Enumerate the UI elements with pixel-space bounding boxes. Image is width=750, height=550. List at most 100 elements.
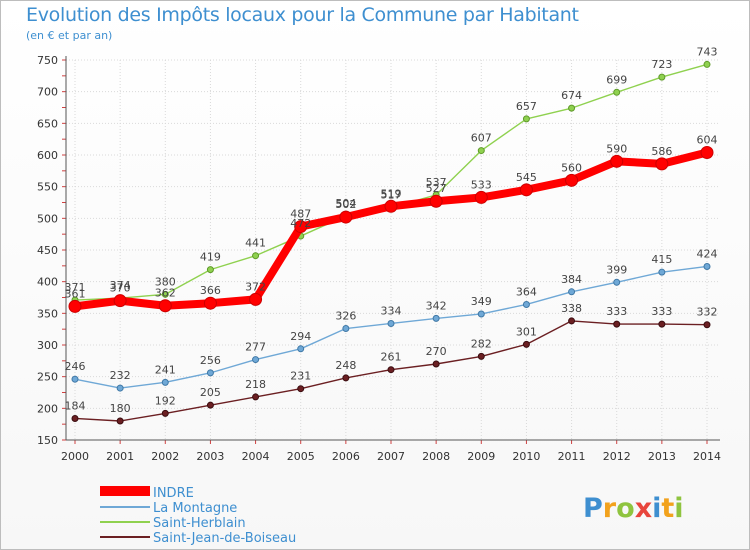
data-point (161, 409, 169, 417)
data-label: 372 (245, 280, 266, 293)
data-label: 333 (606, 305, 627, 318)
data-point (565, 173, 579, 187)
y-tick-label: 600 (37, 149, 58, 162)
data-label: 424 (697, 247, 718, 260)
y-tick-label: 500 (37, 212, 58, 225)
x-tick-label: 2006 (332, 450, 360, 463)
x-tick-label: 2000 (61, 450, 89, 463)
data-label: 218 (245, 378, 266, 391)
data-labels: 361 370 362 366 372 487 502 519 527 533 545 560 590 5… (65, 45, 718, 415)
data-label: 560 (561, 161, 582, 174)
data-label: 374 (110, 279, 131, 292)
data-point (161, 378, 169, 386)
x-tick-label: 2013 (648, 450, 676, 463)
chart-subtitle: (en € et par an) (26, 29, 113, 42)
y-tick-label: 350 (37, 307, 58, 320)
data-point (206, 266, 214, 274)
data-label: 270 (426, 345, 447, 358)
data-label: 472 (290, 217, 311, 230)
data-label: 537 (426, 176, 447, 189)
data-point (474, 190, 488, 204)
data-point (522, 300, 530, 308)
data-label: 277 (245, 341, 266, 354)
legend-item: INDRE (100, 486, 194, 501)
data-label: 192 (155, 394, 176, 407)
data-label: 384 (561, 273, 582, 286)
data-point (519, 183, 533, 197)
legend-swatch (100, 486, 150, 496)
x-tick-label: 2003 (196, 450, 224, 463)
data-label: 545 (516, 171, 537, 184)
data-point (161, 290, 169, 298)
data-label: 366 (200, 284, 221, 297)
data-point (203, 296, 217, 310)
x-tick-label: 2010 (512, 450, 540, 463)
y-tick-label: 300 (37, 339, 58, 352)
data-label: 205 (200, 386, 221, 399)
data-label: 415 (651, 253, 672, 266)
x-tick-label: 2012 (603, 450, 631, 463)
data-point (71, 375, 79, 383)
data-point (432, 314, 440, 322)
data-label: 699 (606, 73, 627, 86)
data-point (568, 317, 576, 325)
x-tick-label: 2001 (106, 450, 134, 463)
data-label: 419 (200, 251, 221, 264)
data-label: 256 (200, 354, 221, 367)
data-label: 441 (245, 237, 266, 250)
data-point (613, 88, 621, 96)
data-point (477, 147, 485, 155)
data-label: 232 (110, 369, 131, 382)
data-point (342, 374, 350, 382)
data-point (387, 319, 395, 327)
data-point (339, 210, 353, 224)
data-point (206, 401, 214, 409)
data-label: 184 (65, 399, 86, 412)
legend-label: La Montagne (153, 501, 237, 516)
series-saint-jean-de-boiseau (71, 317, 711, 425)
x-tick-label: 2005 (287, 450, 315, 463)
x-tick-label: 2009 (467, 450, 495, 463)
data-label: 342 (426, 299, 447, 312)
data-point (252, 393, 260, 401)
legend-label: Saint-Jean-de-Boiseau (153, 531, 296, 546)
data-label: 349 (471, 295, 492, 308)
data-label: 743 (697, 45, 718, 58)
data-point (429, 194, 443, 208)
legend-item: Saint-Jean-de-Boiseau (100, 531, 296, 546)
logo-text: Proxiti (583, 493, 684, 524)
y-tick-label: 750 (37, 54, 58, 67)
data-label: 487 (290, 208, 311, 221)
data-label: 241 (155, 363, 176, 376)
data-point (658, 268, 666, 276)
data-point (477, 352, 485, 360)
data-label: 723 (651, 58, 672, 71)
data-label: 326 (335, 310, 356, 323)
data-label: 380 (155, 275, 176, 288)
data-point (568, 104, 576, 112)
data-label: 504 (335, 197, 356, 210)
chart-title: Evolution des Impôts locaux pour la Comm… (26, 4, 579, 26)
data-point (252, 252, 260, 260)
data-label: 364 (516, 285, 537, 298)
data-label: 399 (606, 263, 627, 276)
legend-item: Saint-Herblain (100, 516, 246, 531)
data-point (297, 345, 305, 353)
data-point (658, 73, 666, 81)
data-point (206, 369, 214, 377)
series-indre (68, 145, 714, 313)
data-label: 533 (471, 178, 492, 191)
data-label: 657 (516, 100, 537, 113)
data-label: 361 (65, 287, 86, 300)
data-label: 338 (561, 302, 582, 315)
legend-label: INDRE (153, 486, 194, 501)
y-tick-label: 700 (37, 86, 58, 99)
data-point (703, 60, 711, 68)
x-tick-label: 2008 (422, 450, 450, 463)
data-point (613, 278, 621, 286)
data-label: 180 (110, 402, 131, 415)
data-point (700, 145, 714, 159)
y-tick-label: 200 (37, 402, 58, 415)
grid-lines (66, 59, 718, 441)
x-tick-label: 2004 (242, 450, 270, 463)
